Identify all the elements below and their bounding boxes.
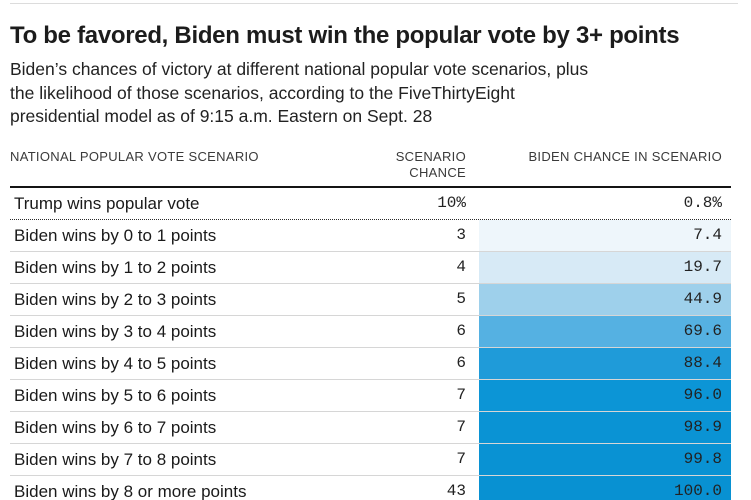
scenario-chance-value: 7 [456,449,466,468]
column-header-scenario-chance: SCENARIO CHANCE [395,148,466,180]
scenario-label: Biden wins by 2 to 3 points [14,289,217,309]
scenario-label: Biden wins by 7 to 8 points [14,449,217,469]
table-row: Biden wins by 4 to 5 points 6 88.4 [10,346,731,379]
table-header-row: NATIONAL POPULAR VOTE SCENARIO SCENARIO … [10,149,731,188]
table-body: Trump wins popular vote 10% 0.8% Biden wins… [10,188,731,500]
scenario-label: Trump wins popular vote [14,193,200,213]
biden-chance-heat-cell: 98.9 [479,411,731,443]
scenario-chance-value: 6 [456,353,466,372]
article-graphic: To be favored, Biden must win the popula… [10,3,738,500]
scenario-chance-value: 7 [456,385,466,404]
chart-subtitle: Biden’s chances of victory at different … [10,58,738,129]
table-row: Biden wins by 6 to 7 points 7 98.9 [10,410,731,443]
subtitle-line: the likelihood of those scenarios, accor… [10,82,515,103]
column-header-biden-chance: BIDEN CHANCE IN SCENARIO [528,148,722,164]
scenario-label: Biden wins by 1 to 2 points [14,257,217,277]
scenario-label: Biden wins by 0 to 1 points [14,225,217,245]
biden-chance-heat-cell: 99.8 [479,443,731,475]
scenario-chance-value: 4 [456,257,466,276]
scenario-chance-value: 6 [456,321,466,340]
top-divider [10,3,738,4]
table-row: Biden wins by 3 to 4 points 6 69.6 [10,314,731,347]
table-row: Biden wins by 2 to 3 points 5 44.9 [10,282,731,315]
table-row: Trump wins popular vote 10% 0.8% [10,188,731,219]
page-title: To be favored, Biden must win the popula… [10,22,680,49]
subtitle-line: presidential model as of 9:15 a.m. Easte… [10,106,433,126]
biden-chance-heat-cell: 7.4 [479,219,731,251]
scenario-chance-value: 5 [456,289,466,308]
biden-chance-heat-cell: 100.0 [479,475,731,500]
scenario-label: Biden wins by 3 to 4 points [14,321,217,341]
table-row: Biden wins by 5 to 6 points 7 96.0 [10,378,731,411]
table-row: Biden wins by 7 to 8 points 7 99.8 [10,442,731,475]
scenario-chance-value: 10% [437,193,466,212]
table-row: Biden wins by 1 to 2 points 4 19.7 [10,250,731,283]
biden-chance-heat-cell: 0.8% [683,193,722,212]
scenario-chance-value: 3 [456,225,466,244]
scenario-label: Biden wins by 8 or more points [14,481,247,500]
biden-chance-heat-cell: 19.7 [479,251,731,283]
scenario-label: Biden wins by 6 to 7 points [14,417,217,437]
biden-chance-heat-cell: 44.9 [479,283,731,315]
subtitle-line: Biden’s chances of victory at different … [10,59,589,79]
scenario-table: NATIONAL POPULAR VOTE SCENARIO SCENARIO … [10,149,731,500]
scenario-label: Biden wins by 4 to 5 points [14,353,217,373]
table-row: Biden wins by 8 or more points 43 100.0 [10,474,731,500]
biden-chance-heat-cell: 69.6 [479,315,731,347]
scenario-chance-value: 43 [446,481,466,500]
scenario-chance-value: 7 [456,417,466,436]
biden-chance-heat-cell: 96.0 [479,379,731,411]
biden-chance-heat-cell: 88.4 [479,347,731,379]
column-header-scenario: NATIONAL POPULAR VOTE SCENARIO [10,148,259,164]
scenario-label: Biden wins by 5 to 6 points [14,385,217,405]
table-row: Biden wins by 0 to 1 points 3 7.4 [10,218,731,251]
